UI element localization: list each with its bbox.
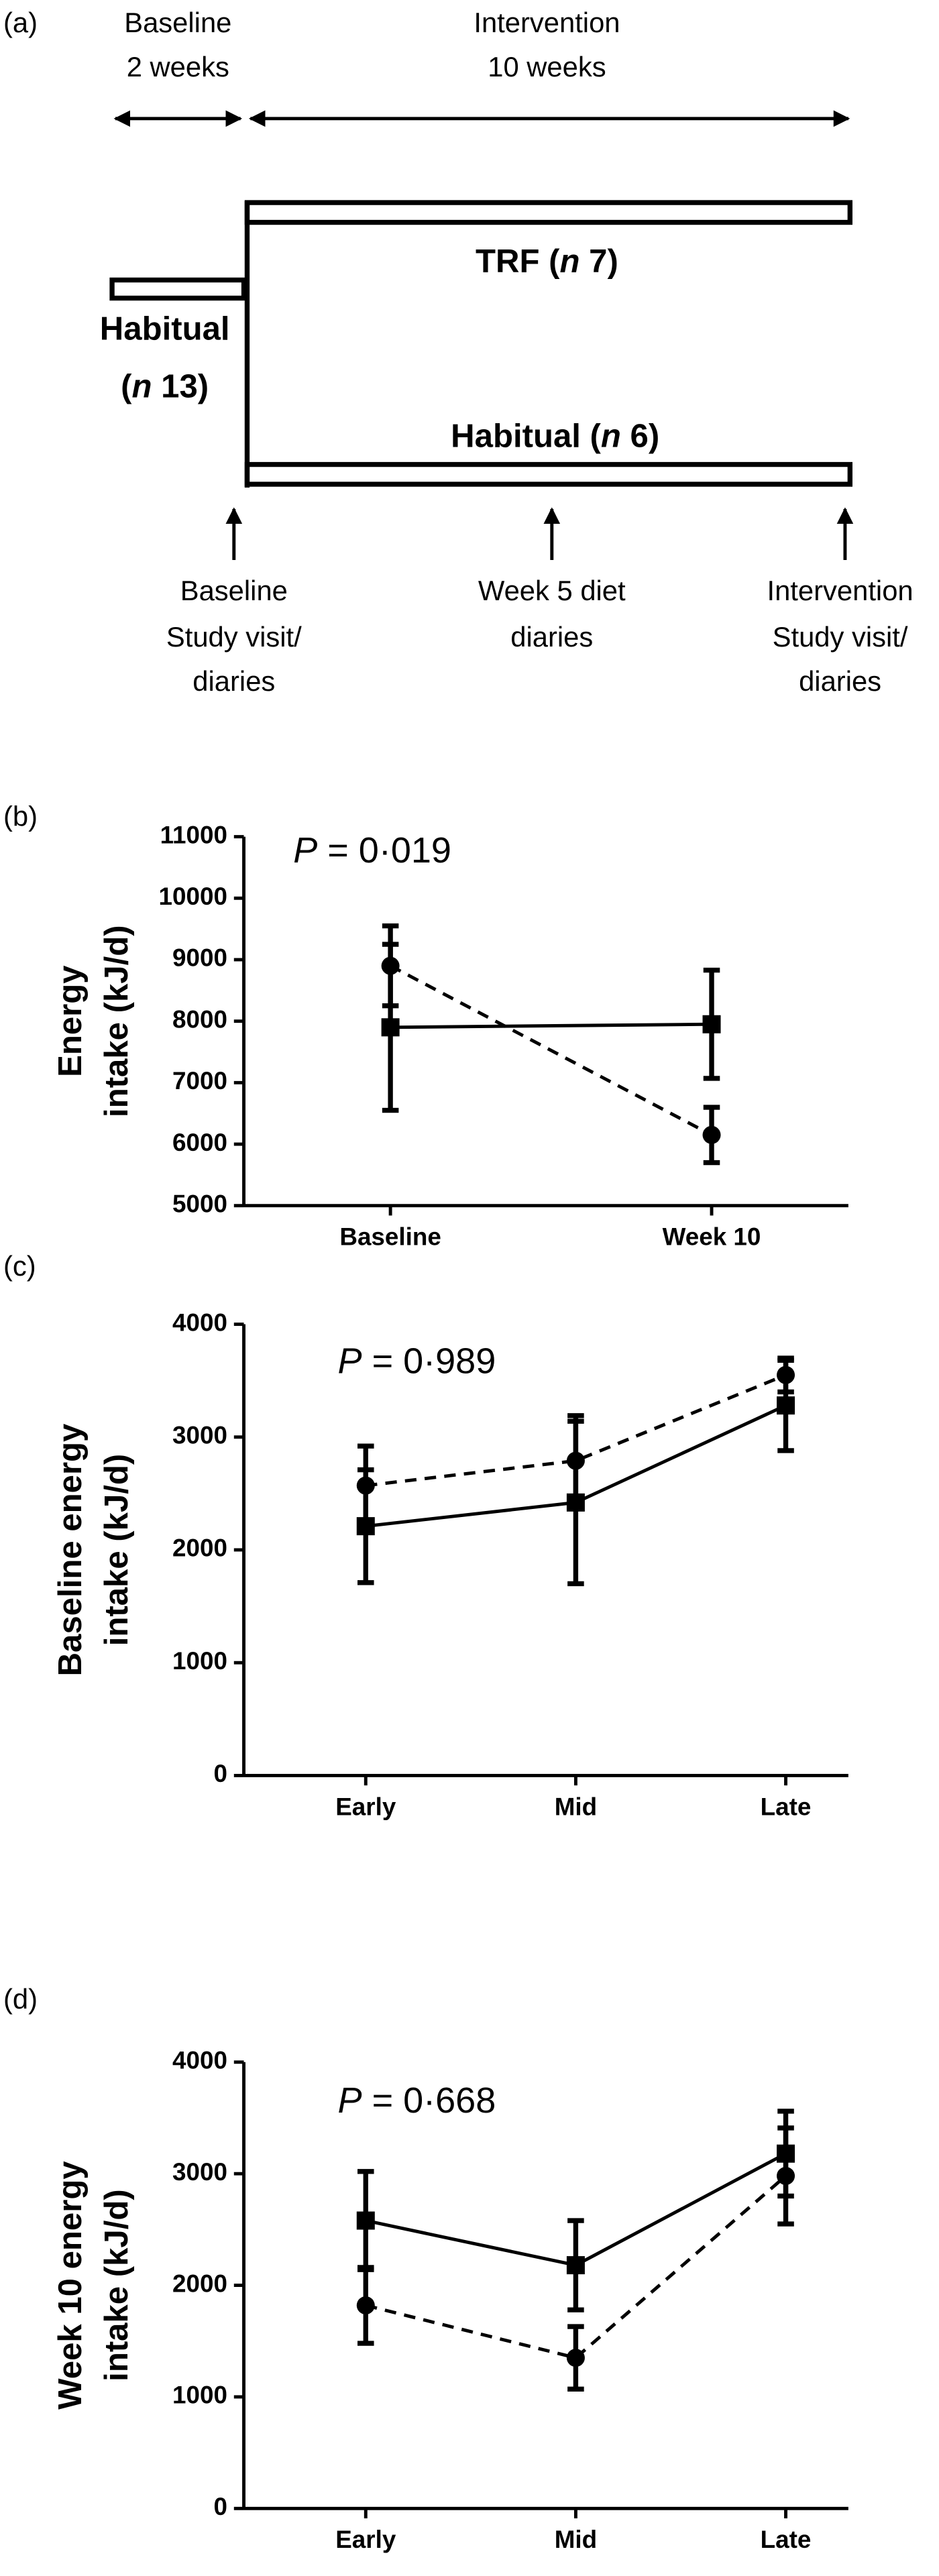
timepoint-label: Week 5 diet	[478, 575, 626, 606]
panel-label: (d)	[3, 1983, 38, 2015]
group-label: Habitual	[100, 311, 230, 347]
series-line	[389, 964, 713, 1137]
trf-bar	[244, 200, 852, 225]
y-tick-label: 5000	[172, 1190, 227, 1217]
phase-duration: 2 weeks	[127, 51, 229, 82]
x-tick-label: Late	[761, 2526, 812, 2553]
y-axis-label: intake (kJ/d)	[99, 1454, 135, 1646]
panel-label: (c)	[3, 1250, 36, 1282]
marker	[566, 2256, 585, 2275]
y-tick-label: 1000	[172, 1647, 227, 1675]
x-tick-label: Mid	[555, 2526, 597, 2553]
group-label: (n 13)	[121, 369, 209, 405]
y-tick-label: 0	[214, 2493, 227, 2520]
timepoint-label: Baseline	[180, 575, 288, 606]
habitual-bar	[244, 461, 852, 487]
y-tick-label: 9000	[172, 944, 227, 972]
panel-label: (b)	[3, 801, 38, 832]
y-tick-label: 4000	[172, 2046, 227, 2074]
timepoint-label: diaries	[799, 665, 881, 697]
y-axis-label: Week 10 energy	[52, 2161, 89, 2410]
annotation: P = 0·668	[338, 2080, 496, 2121]
y-tick-label: 2000	[172, 2270, 227, 2297]
chart: (d) P = 0·668 Week 10 energy intake (kJ/d) 0…	[3, 1983, 848, 2553]
marker	[566, 1493, 585, 1512]
x-tick-label: Week 10	[663, 1223, 761, 1251]
annotation: P = 0·019	[293, 830, 451, 871]
annotation: P = 0·989	[338, 1341, 496, 1382]
y-axis-label: intake (kJ/d)	[99, 925, 135, 1117]
y-tick-label: 11000	[160, 821, 227, 848]
x-tick-label: Late	[761, 1793, 812, 1820]
y-tick-label: 3000	[172, 2158, 227, 2186]
timepoint-label: Study visit/	[773, 621, 908, 653]
phase-duration: 10 weeks	[488, 51, 606, 82]
timepoint-label: diaries	[510, 621, 593, 653]
chart: (b) P = 0·019 Energy intake (kJ/d) 5000 6000 7…	[3, 801, 848, 1251]
panel-label: (a)	[3, 7, 38, 38]
marker	[356, 2211, 375, 2230]
marker	[356, 2296, 375, 2314]
y-tick-label: 4000	[172, 1308, 227, 1336]
x-tick-label: Mid	[555, 1793, 597, 1820]
y-axis-label: intake (kJ/d)	[99, 2189, 135, 2382]
marker	[356, 1517, 375, 1536]
marker	[702, 1125, 721, 1144]
group-label: Habitual (n 6)	[451, 418, 659, 454]
y-axis-label: Baseline energy	[52, 1423, 89, 1676]
y-tick-label: 2000	[172, 1534, 227, 1562]
timepoint-label: diaries	[192, 665, 275, 697]
y-tick-label: 3000	[172, 1421, 227, 1449]
marker	[777, 1396, 795, 1415]
timepoint-label: Intervention	[767, 575, 913, 606]
phase-name: Intervention	[474, 7, 620, 38]
y-tick-label: 10000	[159, 883, 227, 910]
y-tick-label: 6000	[172, 1129, 227, 1156]
x-tick-label: Early	[335, 2526, 396, 2553]
marker	[566, 2349, 585, 2367]
chart: (c) P = 0·989 Baseline energy intake (kJ/d)…	[3, 1250, 848, 1820]
y-tick-label: 8000	[172, 1005, 227, 1033]
panel-a: (a) Baseline 2 weeks Intervention 10 wee…	[3, 7, 914, 697]
y-tick-label: 7000	[172, 1067, 227, 1095]
x-tick-label: Baseline	[339, 1223, 441, 1251]
y-tick-label: 0	[214, 1760, 227, 1787]
timepoint-label: Study visit/	[166, 621, 302, 653]
y-axis-label: Energy	[52, 965, 89, 1077]
marker	[777, 2166, 795, 2185]
series-line	[390, 1022, 712, 1029]
marker	[381, 1018, 400, 1037]
group-label: TRF (n 7)	[476, 243, 618, 280]
marker	[702, 1015, 721, 1033]
habitual-bar	[109, 277, 247, 301]
series-line	[365, 2174, 787, 2360]
phase-name: Baseline	[124, 7, 231, 38]
series-line	[365, 1373, 787, 1488]
y-tick-label: 1000	[172, 2382, 227, 2409]
x-tick-label: Early	[335, 1793, 396, 1820]
